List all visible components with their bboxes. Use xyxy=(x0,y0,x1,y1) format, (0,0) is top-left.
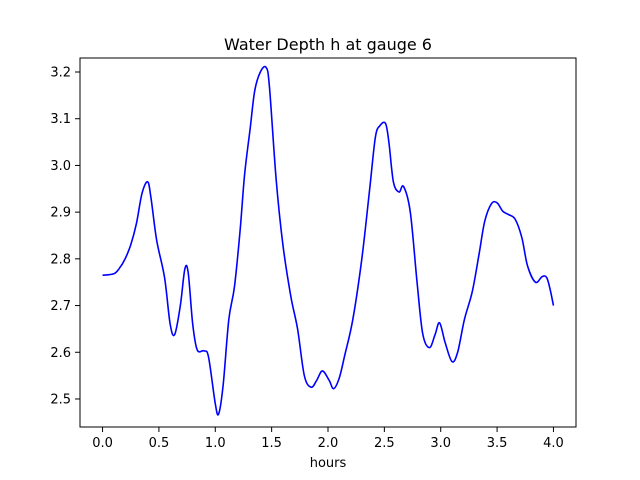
x-tick-label: 2.5 xyxy=(374,436,395,451)
x-tick-label: 1.5 xyxy=(261,436,282,451)
y-tick-label: 3.1 xyxy=(50,112,71,127)
y-tick-label: 3.0 xyxy=(50,159,71,174)
x-axis: 0.0 0.5 1.0 1.5 2.0 2.5 3.0 3.5 4.0 xyxy=(92,427,564,451)
plot-frame xyxy=(79,57,577,428)
y-tick-label: 2.5 xyxy=(50,392,71,407)
y-tick-label: 2.6 xyxy=(50,346,71,361)
x-tick-label: 3.0 xyxy=(430,436,451,451)
x-tick-label: 2.0 xyxy=(318,436,339,451)
y-tick-label: 2.8 xyxy=(50,252,71,267)
y-tick-label: 2.7 xyxy=(50,299,71,314)
x-axis-label: hours xyxy=(310,456,347,471)
x-tick-label: 0.0 xyxy=(92,436,113,451)
x-tick-label: 0.5 xyxy=(149,436,170,451)
y-axis: 2.5 2.6 2.7 2.8 2.9 3.0 3.1 3.2 xyxy=(50,66,80,407)
series-line xyxy=(102,65,555,416)
chart-title: Water Depth h at gauge 6 xyxy=(224,35,432,54)
x-tick-label: 4.0 xyxy=(543,436,564,451)
x-tick-label: 3.5 xyxy=(487,436,508,451)
plot-area xyxy=(102,65,555,416)
x-tick-label: 1.0 xyxy=(205,436,226,451)
y-tick-label: 3.2 xyxy=(50,66,71,81)
y-tick-label: 2.9 xyxy=(50,206,71,221)
